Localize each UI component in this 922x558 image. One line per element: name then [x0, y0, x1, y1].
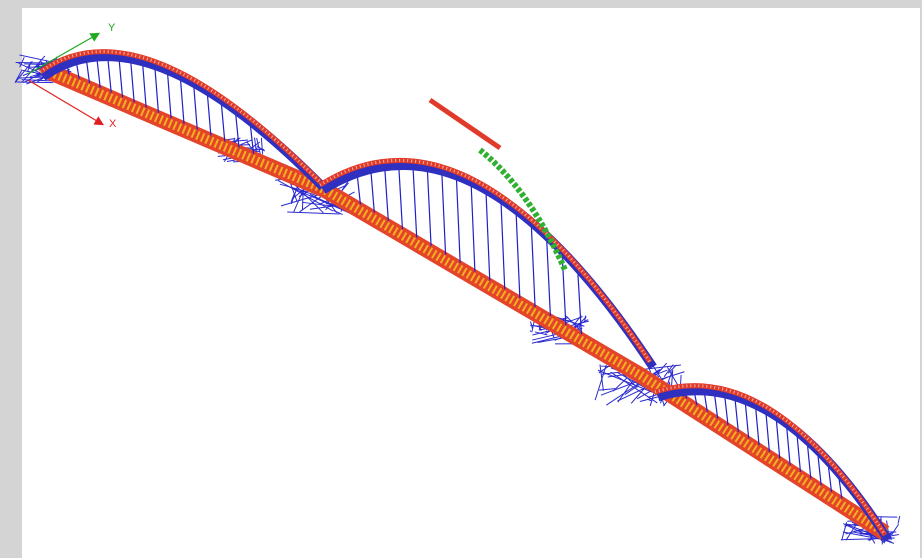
- truss-member: [15, 70, 22, 83]
- window: Y X (() => { const data = JSON.parse(doc…: [0, 0, 922, 558]
- truss-member: [530, 330, 531, 331]
- truss-member: [261, 138, 262, 154]
- hanger: [486, 186, 490, 280]
- deck-ribs: [50, 72, 885, 533]
- hanger: [442, 167, 446, 255]
- hanger: [531, 219, 535, 307]
- truss-member: [600, 364, 603, 390]
- truss-member: [599, 389, 615, 390]
- deck-slab: [50, 72, 885, 533]
- truss-member: [898, 516, 900, 524]
- hanger: [516, 207, 520, 298]
- bridge-model: Y X: [0, 0, 922, 558]
- truss-member: [842, 522, 847, 540]
- hanger: [398, 160, 402, 229]
- truss-member: [613, 378, 627, 391]
- truss-member: [257, 146, 265, 151]
- hanger: [413, 161, 417, 237]
- hanger: [501, 196, 505, 289]
- deck: [50, 72, 885, 533]
- hanger: [456, 172, 460, 263]
- hanger: [546, 233, 550, 316]
- arch-extension: [430, 100, 500, 148]
- x-axis-label: X: [109, 118, 117, 130]
- truss-member: [20, 55, 52, 62]
- y-axis-label: Y: [108, 22, 116, 34]
- hanger: [427, 163, 431, 246]
- truss-member: [287, 212, 339, 214]
- truss-members: [15, 55, 900, 544]
- hanger: [471, 178, 475, 271]
- truss-member: [892, 524, 899, 534]
